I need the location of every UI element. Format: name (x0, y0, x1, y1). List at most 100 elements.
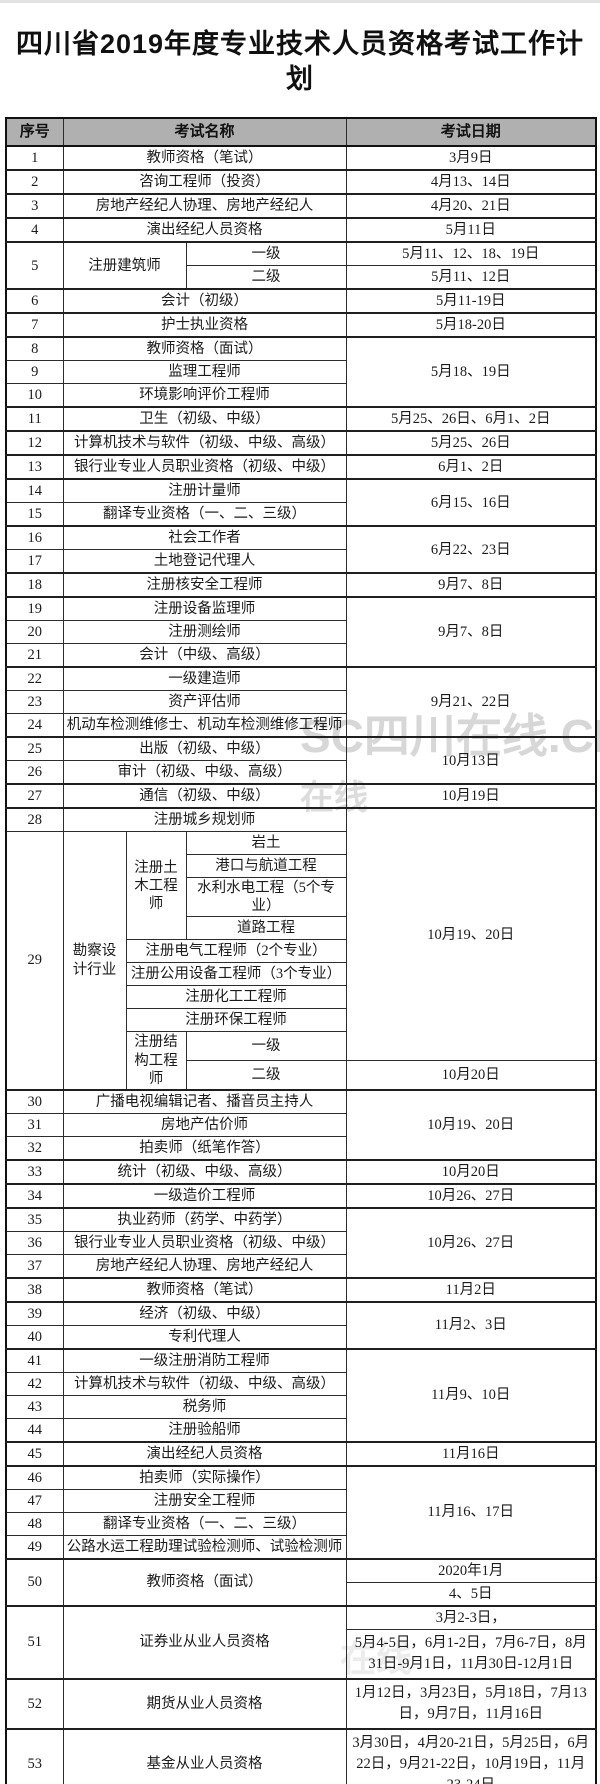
exam-date-cell: 5月18-20日 (345, 312, 597, 338)
industry-cell: 勘察设计行业 (62, 831, 127, 1091)
seq-cell: 32 (5, 1135, 64, 1161)
table-row: 注册电气工程师（2个专业） (6, 939, 596, 964)
exam-date-cell: 6月15、16日 (345, 478, 597, 527)
table-row: 14 注册计量师 6月15、16日 (5, 478, 597, 527)
table-row: 33 统计（初级、中级、高级） 10月20日 (5, 1158, 597, 1185)
exam-name-cell: 广播电视编辑记者、播音员主持人 (62, 1088, 347, 1114)
header-seq: 序号 (5, 117, 64, 148)
exam-name-cell: 教师资格（面试） (62, 336, 347, 362)
table-row: 道路工程 (6, 916, 596, 941)
exam-date-cell: 5月25、26日 (345, 430, 597, 456)
seq-cell: 49 (5, 1534, 64, 1560)
table-row: 16 社会工作者 6月22、23日 (5, 525, 597, 574)
table-row: 注册公用设备工程师（3个专业） (6, 962, 596, 987)
exam-name-cell: 税务师 (62, 1394, 347, 1419)
exam-date-cell: 10月20日 (345, 1060, 597, 1091)
table-row: 42 计算机技术与软件（初级、中级、高级） (5, 1371, 596, 1396)
seq-cell: 13 (5, 454, 64, 480)
seq-cell: 36 (5, 1230, 64, 1255)
exam-date-cell: 10月19、20日 (345, 807, 597, 1062)
exam-name-cell: 注册建筑师 (62, 241, 187, 290)
exam-name-cell: 社会工作者 (62, 525, 347, 551)
table-row: 21 会计（中级、高级） (5, 643, 596, 668)
seq-cell: 25 (5, 736, 64, 762)
table-row: 水利水电工程（5个专业） (6, 877, 596, 918)
seq-cell: 22 (5, 666, 64, 692)
exam-name-cell: 注册核安全工程师 (62, 572, 347, 598)
seq-cell: 18 (5, 572, 64, 598)
seq-cell: 21 (5, 643, 64, 668)
specialty-cell: 水利水电工程（5个专业） (185, 877, 347, 918)
seq-cell: 45 (5, 1440, 64, 1467)
exam-name-cell: 一级建造师 (62, 666, 347, 692)
table-row: 3 房地产经纪人协理、房地产经纪人 4月20、21日 (5, 193, 597, 219)
header-exam-date: 考试日期 (345, 117, 597, 148)
seq-cell: 29 (5, 831, 64, 1091)
exam-name-cell: 通信（初级、中级） (62, 783, 347, 809)
exam-name-cell: 演出经纪人员资格 (62, 217, 347, 243)
seq-cell: 46 (5, 1464, 64, 1490)
exam-date-cell: 10月26、27日 (345, 1182, 597, 1209)
specialty-cell: 一级 (185, 1031, 347, 1062)
seq-cell: 33 (5, 1158, 64, 1185)
specialty-cell: 二级 (185, 1060, 347, 1091)
table-row: 17 土地登记代理人 (5, 549, 596, 574)
seq-cell: 24 (5, 713, 64, 738)
exam-name-cell: 资产评估师 (62, 690, 347, 715)
seq-cell: 47 (5, 1488, 64, 1513)
table-row: 8 教师资格（面试） 5月18、19日 (5, 336, 597, 408)
seq-cell: 44 (5, 1417, 64, 1443)
table-row: 注册结构工程师 一级 (6, 1031, 596, 1091)
exam-date-cell: 3月2-3日， (345, 1604, 597, 1630)
table-row: 49 公路水运工程助理试验检测师、试验检测师 (5, 1534, 596, 1560)
table-row: 29 勘察设计行业 注册土木工程师 岩土 (5, 831, 596, 1091)
exam-date-cell: 9月7、8日 (345, 596, 597, 668)
table-row: 46 拍卖师（实际操作） 11月16、17日 (5, 1464, 597, 1560)
exam-name-cell: 教师资格（面试） (62, 1557, 347, 1607)
exam-name-cell: 专利代理人 (62, 1324, 347, 1350)
exam-name-cell: 会计（中级、高级） (62, 643, 347, 668)
table-row: 53 基金从业人员资格 3月30日，4月20-21日，5月25日，6月22日，9… (5, 1727, 597, 1784)
table-row: 注册环保工程师 (6, 1008, 596, 1033)
exam-name-cell: 教师资格（笔试） (62, 1276, 347, 1303)
table-row: 44 注册验船师 (5, 1417, 596, 1443)
table-header-row: 序号 考试名称 考试日期 (5, 117, 597, 148)
table-row: 52 期货从业人员资格 1月12日，3月23日，5月18日，7月13日，9月7日… (5, 1677, 597, 1730)
exam-name-cell: 房地产经纪人协理、房地产经纪人 (62, 193, 347, 219)
seq-cell: 9 (5, 360, 64, 385)
table-row: 2 咨询工程师（投资） 4月13、14日 (5, 169, 597, 195)
table-row: 18 注册核安全工程师 9月7、8日 (5, 572, 597, 598)
group-cell: 注册化工工程师 (125, 985, 347, 1010)
seq-cell: 17 (5, 549, 64, 574)
exam-name-cell: 卫生（初级、中级） (62, 406, 347, 432)
exam-date-cell: 11月2日 (345, 1276, 597, 1303)
exam-name-cell: 机动车检测维修士、机动车检测维修工程师 (62, 713, 347, 738)
table-row: 50 教师资格（面试） 2020年1月 (5, 1557, 597, 1607)
specialty-cell: 道路工程 (185, 916, 347, 941)
exam-name-cell: 注册安全工程师 (62, 1488, 347, 1513)
seq-cell: 20 (5, 620, 64, 645)
exam-name-cell: 房地产估价师 (62, 1112, 347, 1137)
seq-cell: 48 (5, 1511, 64, 1536)
exam-date-cell: 1月12日，3月23日，5月18日，7月13日，9月7日，11月16日 (345, 1677, 597, 1730)
exam-name-cell: 注册设备监理师 (62, 596, 347, 622)
specialty-cell: 一级 (185, 241, 347, 267)
exam-date-cell: 11月16日 (345, 1440, 597, 1467)
exam-name-cell: 银行业专业人员职业资格（初级、中级） (62, 1230, 347, 1255)
table-row: 24 机动车检测维修士、机动车检测维修工程师 (5, 713, 596, 738)
top-strip (0, 0, 600, 3)
specialty-cell: 二级 (185, 265, 347, 290)
seq-cell: 53 (5, 1727, 64, 1784)
exam-name-cell: 计算机技术与软件（初级、中级、高级） (62, 430, 347, 456)
exam-name-cell: 统计（初级、中级、高级） (62, 1158, 347, 1185)
seq-cell: 37 (5, 1253, 64, 1279)
seq-cell: 11 (5, 406, 64, 432)
exam-name-cell: 出版（初级、中级） (62, 736, 347, 762)
table-row: 36 银行业专业人员职业资格（初级、中级） (5, 1230, 596, 1255)
exam-date-cell: 5月25、26日、6月1、2日 (345, 406, 597, 432)
group-cell: 注册土木工程师 (125, 831, 187, 941)
exam-schedule-table: 序号 考试名称 考试日期 1 教师资格（笔试） 3月9日 2 咨询工程师（投资）… (5, 117, 598, 1784)
group-cell: 注册结构工程师 (125, 1031, 187, 1091)
exam-date-cell: 5月11-19日 (345, 288, 597, 314)
